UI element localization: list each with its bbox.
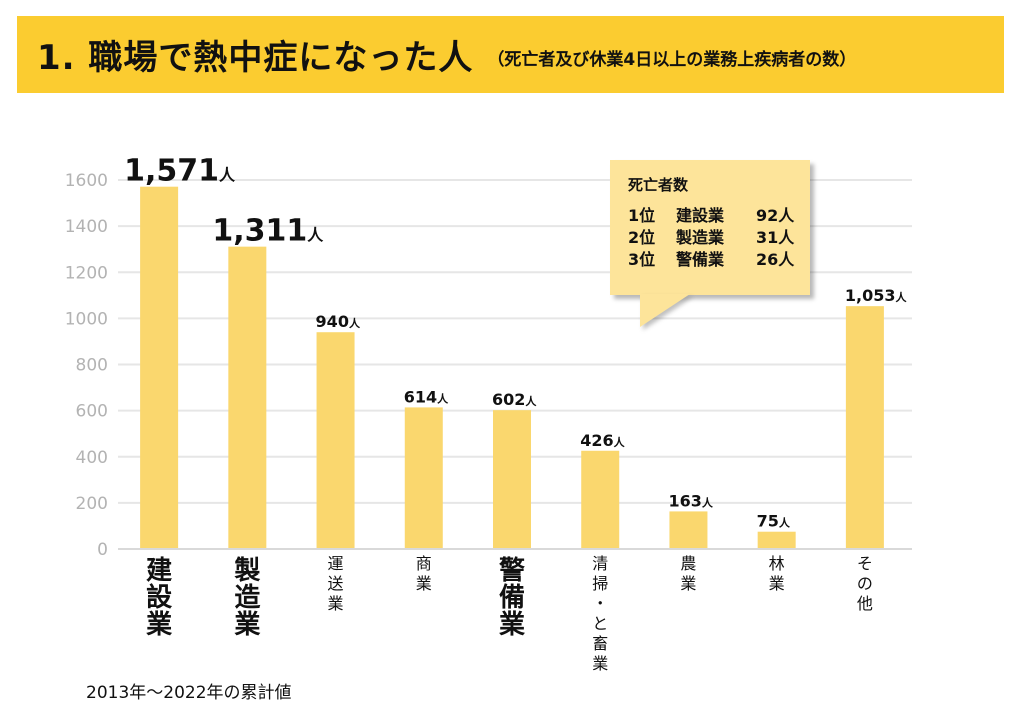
data-label: 940人: [316, 312, 361, 331]
x-category-label: 清掃・と畜業: [592, 554, 608, 673]
callout-rank: 2位: [628, 228, 656, 247]
y-tick-label: 400: [76, 448, 108, 468]
bar: [757, 531, 796, 549]
bar: [669, 511, 708, 549]
page-title: 1. 職場で熱中症になった人: [37, 38, 474, 78]
callout-industry: 製造業: [676, 228, 725, 247]
bar: [316, 332, 355, 549]
data-label: 614人: [404, 387, 449, 406]
y-tick-label: 1600: [65, 171, 108, 191]
callout-row: 3位 警備業 26人: [628, 249, 810, 271]
x-category-label: 製造業: [234, 556, 260, 640]
y-tick-label: 800: [76, 356, 108, 376]
callout-row: 1位 建設業 92人: [628, 205, 810, 227]
bar: [581, 450, 620, 549]
x-category-label: 商業: [416, 554, 432, 593]
data-label: 75人: [757, 512, 791, 531]
callout-title: 死亡者数: [628, 176, 689, 194]
callout-count: 26人: [756, 250, 795, 269]
x-category-label: 農業: [680, 554, 696, 593]
footnote: 2013年～2022年の累計値: [86, 683, 292, 703]
data-label: 602人: [492, 390, 537, 409]
bar: [493, 410, 531, 549]
callout-count: 31人: [756, 228, 795, 247]
x-category-label: その他: [857, 554, 873, 613]
callout-rank: 1位: [628, 206, 656, 225]
data-label: 163人: [668, 491, 713, 510]
bar: [845, 306, 884, 549]
y-tick-label: 600: [76, 402, 108, 422]
y-tick-label: 200: [76, 494, 108, 514]
deaths-callout: 死亡者数 1位 建設業 92人 2位 製造業 31人 3位 警備業 26人: [610, 160, 810, 295]
callout-row: 2位 製造業 31人: [628, 227, 810, 249]
callout-count: 92人: [756, 206, 795, 225]
x-category-label: 運送業: [328, 554, 344, 613]
y-tick-label: 1200: [65, 263, 108, 283]
data-label: 1,311人: [212, 214, 324, 249]
x-category-label: 建設業: [146, 556, 173, 640]
callout-industry: 建設業: [676, 206, 725, 225]
data-label: 1,053人: [845, 286, 908, 305]
x-category-label: 林業: [769, 554, 785, 593]
page-subtitle: （死亡者及び休業4日以上の業務上疾病者の数）: [487, 50, 857, 70]
page-header: 1. 職場で熱中症になった人 （死亡者及び休業4日以上の業務上疾病者の数）: [17, 16, 1004, 93]
y-tick-label: 1000: [65, 309, 108, 329]
data-label: 426人: [580, 431, 625, 450]
bar: [228, 246, 267, 549]
y-tick-label: 1400: [65, 217, 108, 237]
y-tick-label: 0: [97, 540, 108, 560]
bar: [404, 407, 443, 549]
x-category-label: 警備業: [499, 555, 525, 640]
callout-pointer: [640, 294, 690, 327]
callout-industry: 警備業: [676, 250, 725, 269]
data-label: 1,571人: [124, 154, 236, 189]
bar: [140, 186, 179, 550]
callout-rank: 3位: [628, 250, 656, 269]
